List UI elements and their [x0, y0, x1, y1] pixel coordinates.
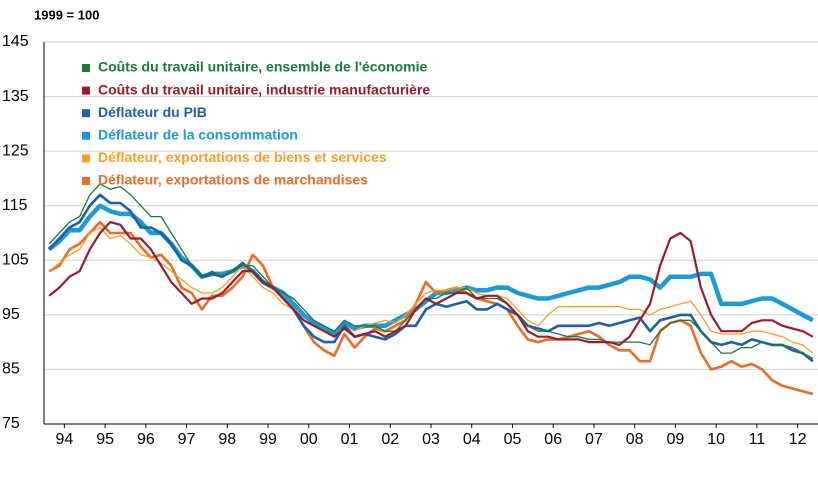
- legend-label: Déflateur, exportations de biens et serv…: [98, 149, 387, 165]
- y-tick-label: 85: [2, 361, 20, 378]
- legend-label: Déflateur, exportations de marchandises: [98, 172, 368, 188]
- legend-swatch: [82, 86, 90, 95]
- x-tick-label: 97: [178, 431, 196, 448]
- y-tick-label: 105: [2, 252, 29, 269]
- series-line: [48, 221, 814, 346]
- legend-swatch: [82, 64, 90, 72]
- x-tick-label: 98: [218, 431, 236, 448]
- y-tick-label: 75: [2, 415, 20, 432]
- x-tick-label: 94: [55, 431, 73, 448]
- legend-label: Déflateur de la consommation: [98, 127, 298, 143]
- legend-label: Déflateur du PIB: [98, 104, 207, 120]
- y-tick-label: 135: [2, 88, 29, 105]
- series-line: [48, 193, 814, 363]
- legend-label: Coûts du travail unitaire, ensemble de l…: [98, 59, 428, 75]
- legend-swatch: [82, 109, 90, 118]
- series-line: [48, 220, 814, 396]
- legend-label: Coûts du travail unitaire, industrie man…: [98, 81, 430, 97]
- x-tick-label: 95: [96, 431, 114, 448]
- x-tick-label: 12: [789, 431, 807, 448]
- x-tick-label: 02: [381, 431, 399, 448]
- y-tick-label: 95: [2, 306, 20, 323]
- x-tick-label: 03: [422, 431, 440, 448]
- x-tick-label: 04: [463, 431, 481, 448]
- x-tick-label: 99: [259, 431, 277, 448]
- y-tick-label: 115: [2, 197, 28, 214]
- x-tick-label: 10: [707, 431, 725, 448]
- x-tick-label: 01: [341, 431, 359, 448]
- y-tick-label: 145: [2, 33, 29, 50]
- x-tick-label: 06: [544, 431, 562, 448]
- x-tick-label: 05: [504, 431, 522, 448]
- series-line: [48, 226, 814, 354]
- x-tick-label: 08: [626, 431, 644, 448]
- legend-swatch: [82, 154, 90, 163]
- x-tick-label: 11: [749, 431, 766, 448]
- legend-swatch: [82, 131, 90, 140]
- x-tick-label: 07: [585, 431, 603, 448]
- y-tick-label: 125: [2, 142, 29, 159]
- subtitle: 1999 = 100: [34, 7, 99, 22]
- x-tick-label: 96: [137, 431, 155, 448]
- x-tick-label: 09: [667, 431, 685, 448]
- series-line: [48, 183, 814, 360]
- x-tick-label: 00: [300, 431, 318, 448]
- legend-swatch: [82, 177, 90, 185]
